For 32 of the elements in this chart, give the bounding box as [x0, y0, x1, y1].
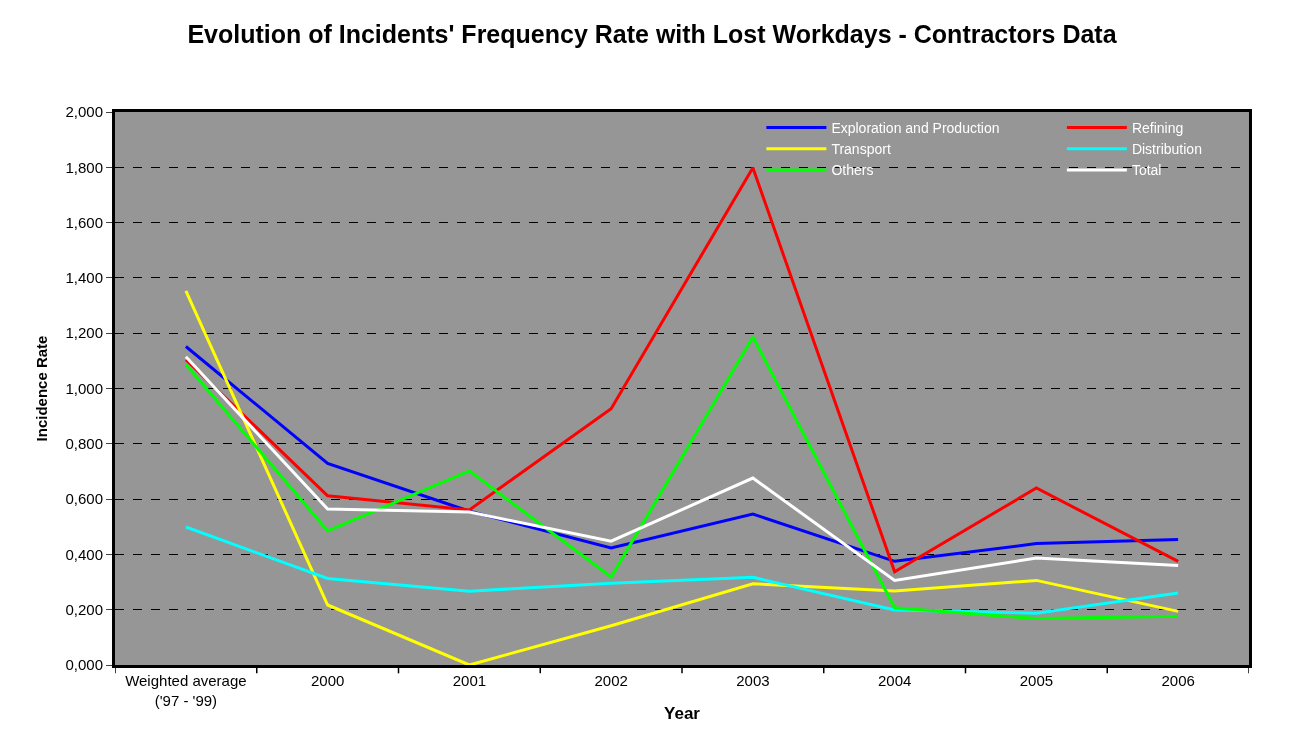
- x-tick-label: 2006: [1161, 672, 1195, 689]
- x-tick-label: 2004: [877, 672, 912, 689]
- legend-label: Transport: [831, 141, 891, 158]
- line-series: [184, 335, 1180, 621]
- y-tick-label: 2,000: [65, 103, 103, 121]
- y-tick-label: 0,400: [65, 545, 103, 563]
- x-tick-label: 2000: [310, 672, 345, 689]
- y-tick-label: 1,400: [65, 269, 103, 287]
- y-tick-label: 1,000: [65, 379, 103, 397]
- legend-label: Distribution: [1131, 141, 1202, 158]
- y-tick-label: 1,600: [65, 213, 103, 231]
- line-series: [184, 289, 1180, 665]
- x-tick-label: 2001: [452, 672, 487, 689]
- line-series: [184, 166, 1180, 574]
- x-axis-title: Year: [664, 703, 701, 723]
- y-tick-label: 1,200: [65, 324, 103, 342]
- y-tick-label: 1,800: [65, 158, 103, 176]
- y-tick-label: 0,600: [65, 490, 103, 508]
- line-series: [184, 525, 1180, 615]
- x-tick-label: 2002: [594, 672, 628, 689]
- y-axis-title: Incidence Rate: [32, 335, 50, 442]
- x-tick-label: 2005: [1019, 672, 1054, 689]
- x-tick-label: Weighted average ('97 - '99): [125, 672, 247, 709]
- legend-label: Total: [1131, 162, 1162, 179]
- y-tick-label: 0,200: [65, 600, 103, 618]
- chart-title: Evolution of Incidents' Frequency Rate with Lost Workdays - Contractors Data: [187, 20, 1118, 49]
- legend-label: Exploration and Production: [831, 120, 1000, 137]
- y-tick-label: 0,000: [65, 656, 103, 674]
- legend-label: Others: [831, 162, 874, 179]
- legend-label: Refining: [1131, 120, 1184, 137]
- x-tick-label: 2003: [736, 672, 770, 689]
- y-tick-label: 0,800: [65, 435, 103, 453]
